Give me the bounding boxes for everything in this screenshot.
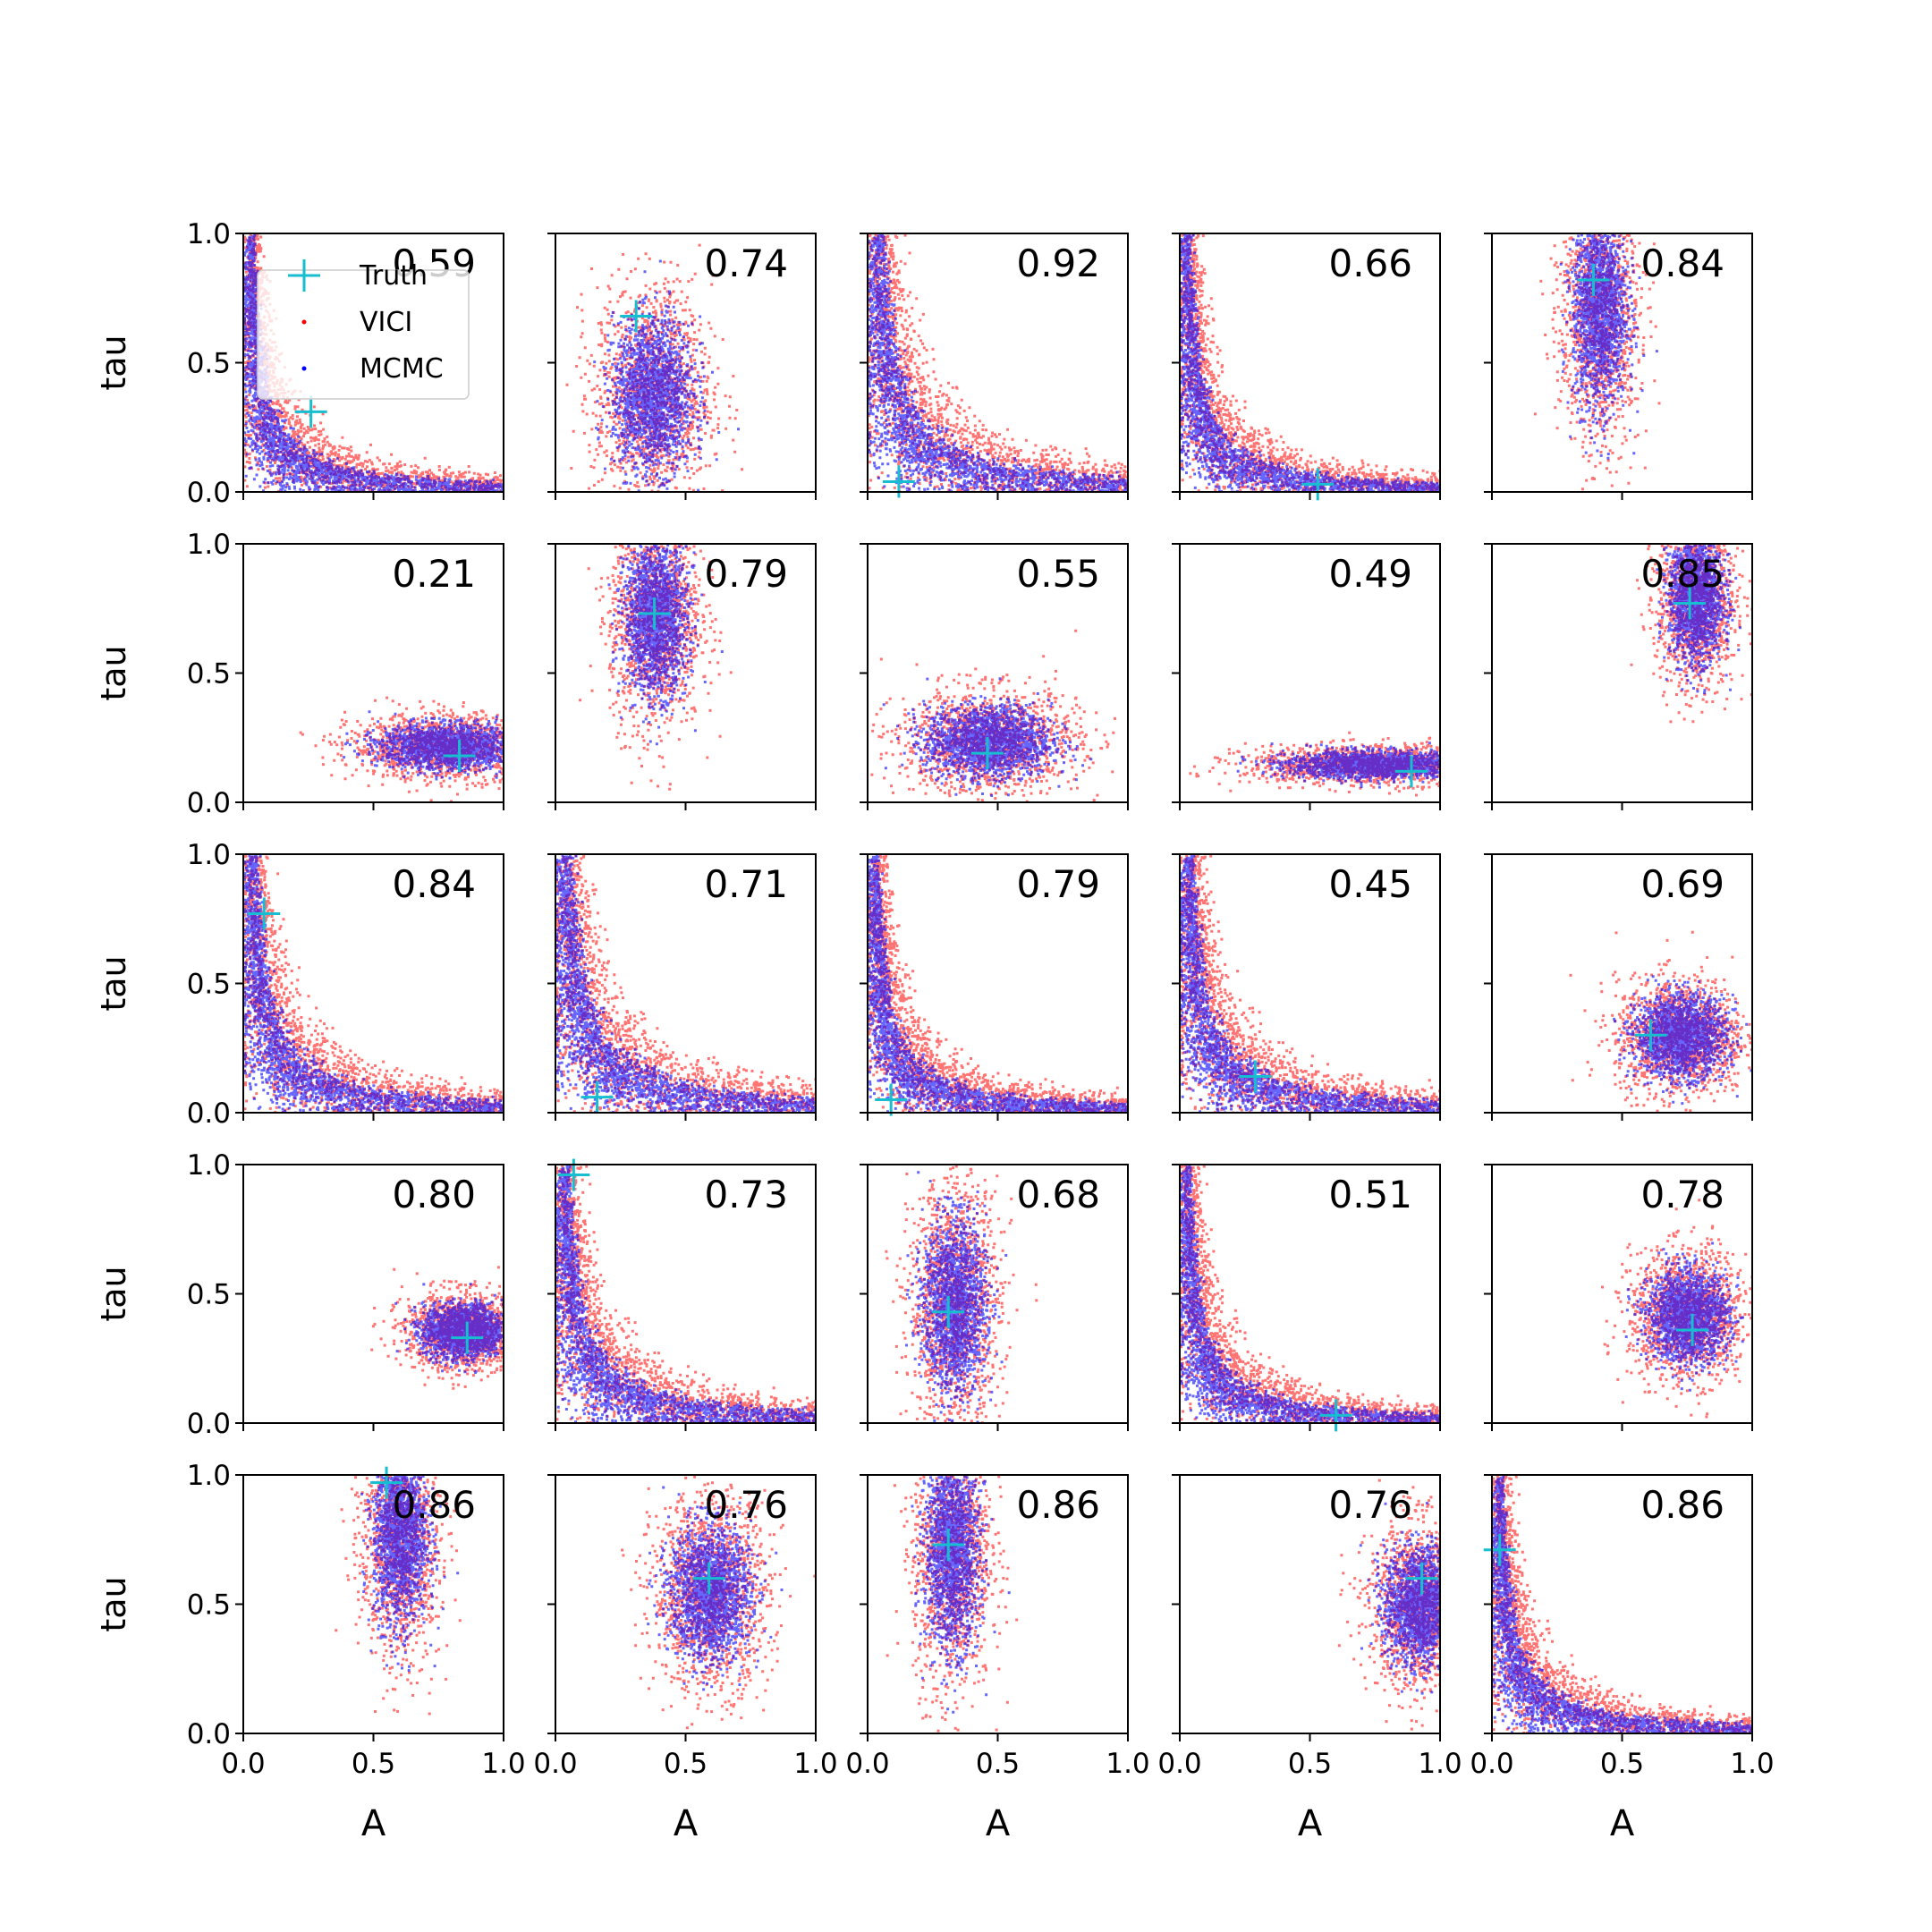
panel-score: 0.78 (1640, 1173, 1724, 1216)
panel-score: 0.84 (392, 862, 476, 906)
y-tick-label: 1.0 (187, 1460, 231, 1492)
panel-score: 0.51 (1328, 1173, 1412, 1216)
x-tick-label: 0.0 (221, 1748, 265, 1780)
panel-score: 0.86 (392, 1483, 476, 1527)
y-tick-label: 1.0 (187, 529, 231, 561)
legend-mcmc-marker (302, 367, 307, 371)
x-tick-label: 1.0 (1106, 1748, 1149, 1780)
y-tick-label: 0.5 (187, 1589, 231, 1622)
panel-score: 0.79 (704, 552, 788, 596)
panel-score: 0.73 (704, 1173, 788, 1216)
y-tick-label: 0.5 (187, 1279, 231, 1311)
x-tick-label: 0.5 (976, 1748, 1020, 1780)
y-tick-label: 0.0 (187, 477, 231, 509)
x-axis-label: A (674, 1803, 699, 1844)
panel-score: 0.84 (1640, 242, 1724, 285)
panel-score: 0.49 (1328, 552, 1412, 596)
panel-score: 0.79 (1016, 862, 1100, 906)
x-tick-label: 1.0 (793, 1748, 837, 1780)
x-tick-label: 1.0 (1730, 1748, 1774, 1780)
y-tick-label: 1.0 (187, 1149, 231, 1182)
panel-score: 0.66 (1328, 242, 1412, 285)
panel-score: 0.69 (1640, 862, 1724, 906)
y-tick-label: 0.5 (187, 348, 231, 380)
y-tick-label: 0.0 (187, 1097, 231, 1130)
y-tick-label: 0.0 (187, 787, 231, 819)
x-tick-label: 1.0 (1418, 1748, 1462, 1780)
y-tick-label: 0.5 (187, 658, 231, 691)
y-tick-label: 0.0 (187, 1408, 231, 1440)
y-tick-label: 0.5 (187, 969, 231, 1001)
x-axis-label: A (1610, 1803, 1635, 1844)
panel-score: 0.45 (1328, 862, 1412, 906)
panel-score: 0.85 (1640, 552, 1724, 596)
y-tick-label: 1.0 (187, 218, 231, 250)
panel-score: 0.71 (704, 862, 788, 906)
x-axis-label: A (1298, 1803, 1323, 1844)
y-tick-label: 0.0 (187, 1718, 231, 1750)
x-axis-label: A (361, 1803, 386, 1844)
panel-score: 0.74 (704, 242, 788, 285)
x-tick-label: 0.0 (1470, 1748, 1513, 1780)
y-axis-label: tau (94, 1266, 133, 1321)
panel-score: 0.55 (1016, 552, 1100, 596)
panel-score: 0.68 (1016, 1173, 1100, 1216)
y-tick-label: 1.0 (187, 839, 231, 871)
y-axis-label: tau (94, 955, 133, 1011)
legend-label-truth: Truth (359, 260, 428, 292)
panel-score: 0.92 (1016, 242, 1100, 285)
legend-label-vici: VICI (360, 307, 412, 338)
panel-score: 0.76 (1328, 1483, 1412, 1527)
y-axis-label: tau (94, 1576, 133, 1631)
legend-label-mcmc: MCMC (360, 353, 444, 385)
x-tick-label: 0.0 (533, 1748, 577, 1780)
panel-score: 0.86 (1640, 1483, 1724, 1527)
x-tick-label: 0.0 (1157, 1748, 1201, 1780)
y-axis-label: tau (94, 645, 133, 700)
y-axis-label: tau (94, 335, 133, 390)
panel-score: 0.76 (704, 1483, 788, 1527)
x-tick-label: 0.5 (1600, 1748, 1644, 1780)
x-tick-label: 0.5 (1288, 1748, 1332, 1780)
legend: Truth VICI MCMC (258, 259, 469, 399)
x-axis-label: A (986, 1803, 1011, 1844)
x-tick-label: 1.0 (481, 1748, 525, 1780)
x-tick-label: 0.5 (664, 1748, 708, 1780)
legend-vici-marker (302, 320, 307, 325)
panel-score: 0.80 (392, 1173, 476, 1216)
x-tick-label: 0.0 (845, 1748, 889, 1780)
panel-score: 0.86 (1016, 1483, 1100, 1527)
panel-score: 0.21 (392, 552, 476, 596)
x-tick-label: 0.5 (352, 1748, 395, 1780)
